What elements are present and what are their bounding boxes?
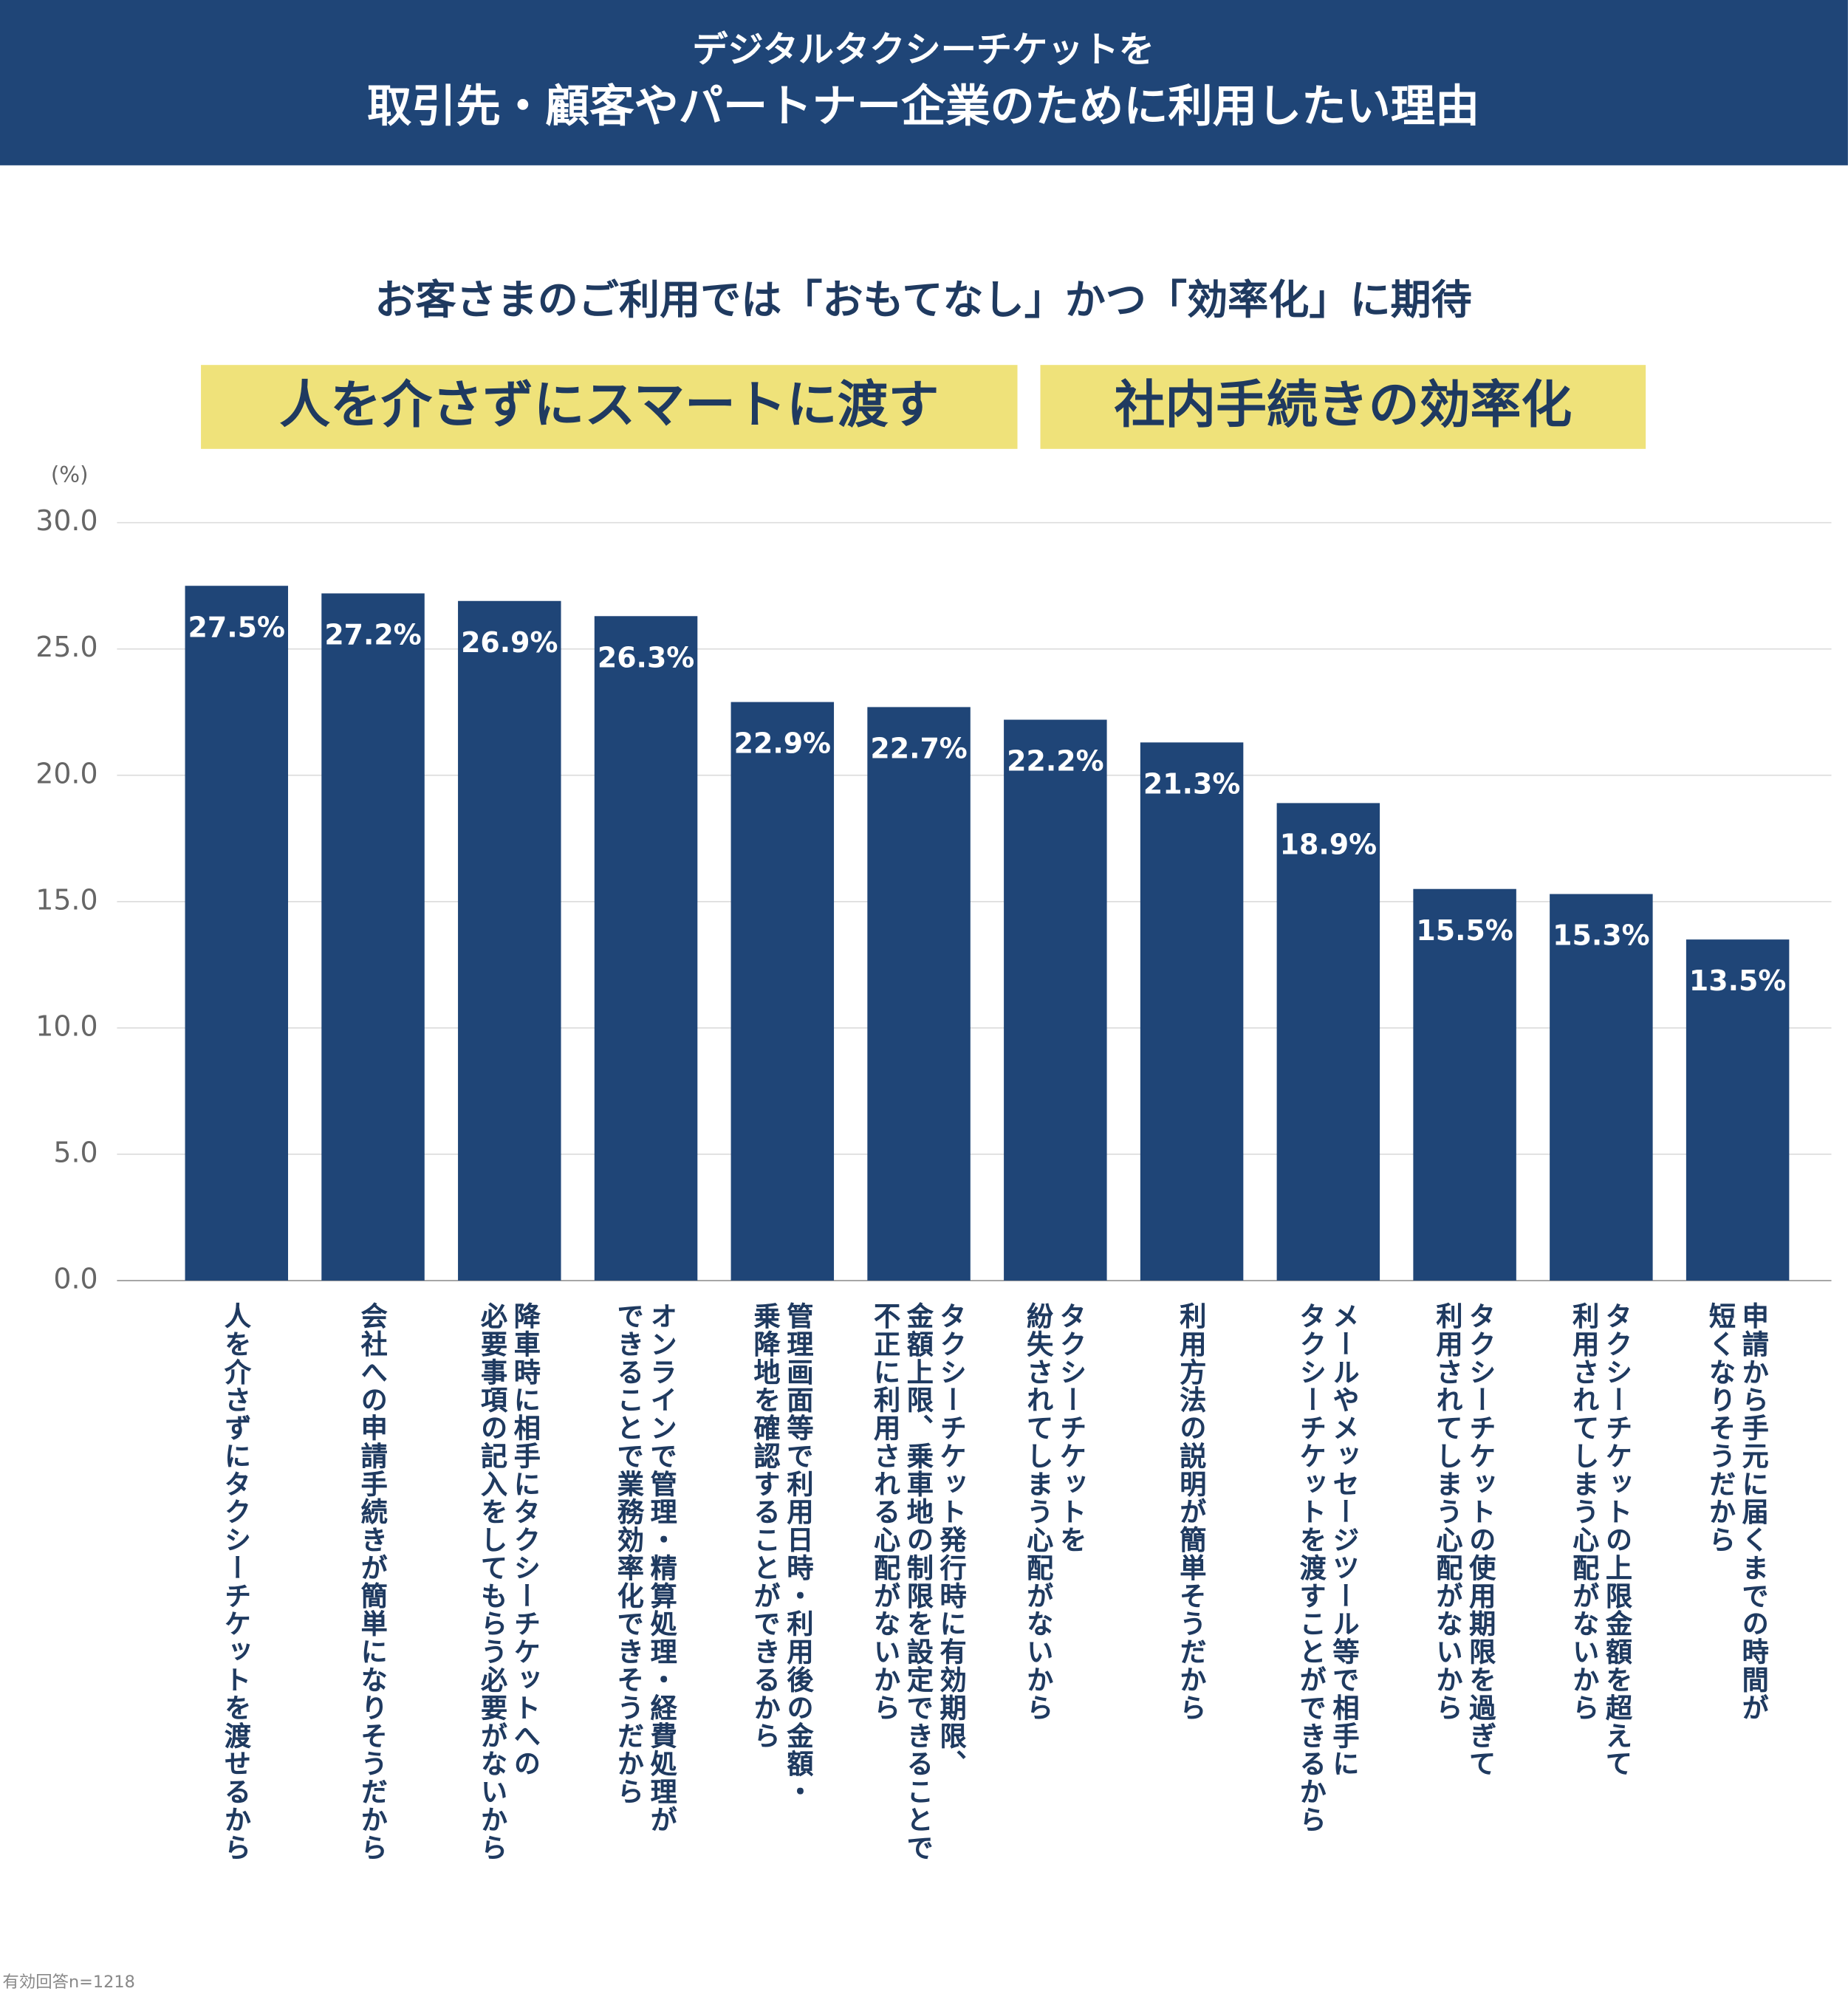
y-tick-label: 10.0 xyxy=(35,1010,97,1042)
x-tick-label: タクシーチケットを 紛失されてしまう心配がないから xyxy=(1023,1302,1087,1722)
header-title: デジタルタクシーチケットを xyxy=(692,30,1154,71)
value-label: 22.9% xyxy=(734,727,831,760)
bar xyxy=(730,702,835,1281)
value-label: 15.3% xyxy=(1553,919,1649,952)
bar xyxy=(1686,939,1790,1281)
highlight-box xyxy=(1040,365,1646,449)
header-title: 取引先・顧客やパートナー企業のために利用したい理由 xyxy=(367,81,1479,133)
value-label: 21.3% xyxy=(1143,767,1240,800)
bar xyxy=(458,600,561,1281)
x-tick-label: 利用方法の説明が簡単そうだから xyxy=(1176,1302,1208,1722)
x-tick-label: 申請から手元に届くまでの時間が 短くなりそうだから xyxy=(1705,1302,1770,1722)
y-tick-label: 0.0 xyxy=(53,1262,97,1295)
bar xyxy=(867,707,971,1281)
bar xyxy=(185,586,289,1281)
y-tick-label: 25.0 xyxy=(35,631,97,663)
bar xyxy=(1550,894,1653,1281)
header-band xyxy=(0,0,1848,165)
value-label: 22.7% xyxy=(870,732,967,764)
bar xyxy=(1413,888,1516,1281)
x-tick-label: タクシーチケットの使用期限を過ぎて 利用されてしまう心配がないから xyxy=(1433,1302,1497,1778)
bar xyxy=(1276,803,1380,1281)
footnote: 有効回答n=1218 xyxy=(2,1973,134,1992)
value-label: 26.3% xyxy=(598,641,694,674)
value-label: 27.5% xyxy=(188,611,285,643)
x-tick-label: オンラインで管理・精算処理・経費処理が できることで業務効率化できそうだから xyxy=(614,1302,678,1834)
x-tick-label: 管理画面等で利用日時・利用後の金額・ 乗降地を確認することができるから xyxy=(750,1302,815,1806)
value-label: 26.9% xyxy=(461,626,558,659)
value-label: 22.2% xyxy=(1007,745,1103,778)
value-label: 18.9% xyxy=(1280,828,1377,860)
value-label: 15.5% xyxy=(1416,914,1513,947)
x-tick-label: 会社への申請手続きが簡単になりそうだから xyxy=(357,1302,389,1862)
value-label: 27.2% xyxy=(324,619,421,651)
y-unit-label: (%) xyxy=(51,462,89,487)
bar xyxy=(1004,719,1107,1281)
y-tick-label: 30.0 xyxy=(35,504,97,537)
x-tick-label: タクシーチケット発行時に有効期限、 金額上限、乗車地の制限を設定できることで 不… xyxy=(870,1302,968,1862)
x-tick-label: 人を介さずにタクシーチケットを渡せるから xyxy=(221,1302,252,1862)
x-tick-label: タクシーチケットの上限金額を超えて 利用されてしまう心配がないから xyxy=(1569,1302,1633,1778)
x-tick-label: メールやメッセージツール等で相手に タクシーチケットを渡すことができるから xyxy=(1296,1302,1361,1834)
bar xyxy=(594,616,698,1281)
x-tick-label: 降車時に相手にタクシーチケットへの 必要事項の記入をしてもらう必要がないから xyxy=(477,1302,541,1862)
y-tick-label: 5.0 xyxy=(53,1136,97,1168)
value-label: 13.5% xyxy=(1689,965,1786,997)
bar xyxy=(1140,742,1244,1281)
bar xyxy=(321,593,425,1281)
highlight-text: 社内手続きの効率化 xyxy=(1114,376,1572,435)
y-tick-label: 20.0 xyxy=(35,757,97,789)
subtitle: お客さまのご利用では「おもてなし」かつ「効率化」に期待 xyxy=(374,276,1471,323)
highlight-box xyxy=(201,365,1018,449)
y-tick-label: 15.0 xyxy=(35,883,97,916)
highlight-text: 人を介さずにスマートに渡す xyxy=(279,376,939,435)
